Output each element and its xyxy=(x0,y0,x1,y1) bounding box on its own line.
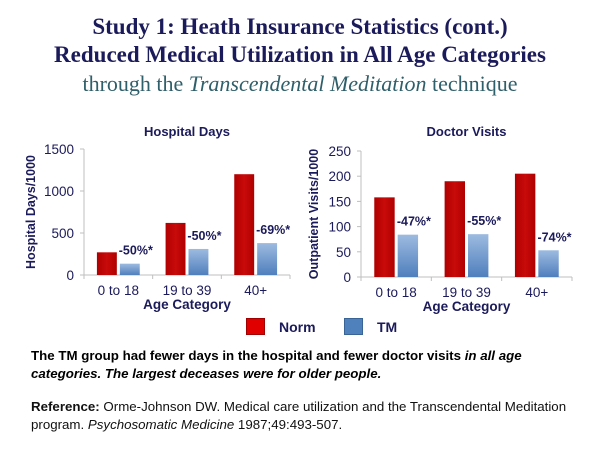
bar-tm xyxy=(538,250,559,277)
bar-tm xyxy=(468,234,489,277)
x-tick-label: 40+ xyxy=(244,283,267,298)
reference-journal: Psychosomatic Medicine xyxy=(87,417,235,432)
x-tick-label: 0 to 18 xyxy=(376,285,417,300)
summary-plain: The TM group had fewer days in the hospi… xyxy=(31,348,465,363)
y-tick-label: 0 xyxy=(66,268,74,283)
y-axis-label: Hospital Days/1000 xyxy=(24,155,38,269)
bar-norm xyxy=(234,174,255,275)
subtitle: through the Transcendental Meditation te… xyxy=(0,71,600,97)
subtitle-italic: Transcendental Meditation xyxy=(188,71,427,96)
bar-norm xyxy=(514,173,536,277)
bar-annotation: -47%* xyxy=(397,215,431,229)
x-axis-label: Age Category xyxy=(143,297,231,312)
bar-norm xyxy=(444,181,465,277)
chart-title: Doctor Visits xyxy=(427,124,507,139)
y-tick-label: 500 xyxy=(51,226,74,241)
y-tick-label: 150 xyxy=(328,194,351,209)
bar-annotation: -69%* xyxy=(256,223,290,237)
y-tick-label: 100 xyxy=(328,220,351,235)
subtitle-pre: through the xyxy=(82,71,189,96)
y-tick-label: 250 xyxy=(328,144,351,159)
legend-item-tm: TM xyxy=(344,318,397,335)
y-tick-label: 50 xyxy=(336,245,351,260)
y-tick-label: 0 xyxy=(343,270,351,285)
legend-swatch-norm xyxy=(246,318,265,335)
bar-norm xyxy=(165,222,186,275)
legend-item-norm: Norm xyxy=(246,318,316,335)
subtitle-post: technique xyxy=(426,71,518,96)
summary-text: The TM group had fewer days in the hospi… xyxy=(31,347,571,383)
legend-swatch-tm xyxy=(344,318,363,335)
x-axis-label: Age Category xyxy=(423,299,511,314)
legend-label-norm: Norm xyxy=(279,318,316,335)
x-tick-label: 19 to 39 xyxy=(163,283,212,298)
bar-tm xyxy=(397,234,419,277)
reference-text-post: 1987;49:493-507. xyxy=(234,417,343,432)
hospital-days-chart: 0 500 1000 1500 0 to 18 -50%* 19 to 39 -50%* 40+… xyxy=(24,124,291,312)
title-line-2: Reduced Medical Utilization in All Age C… xyxy=(54,42,546,67)
title-line-1: Study 1: Heath Insurance Statistics (con… xyxy=(92,14,508,39)
reference-text-pre: Orme-Johnson DW. Medical care utilizatio… xyxy=(31,399,567,432)
reference: Reference: Orme-Johnson DW. Medical care… xyxy=(31,398,571,434)
y-tick-label: 200 xyxy=(328,169,351,184)
bar-tm xyxy=(257,243,278,275)
reference-label: Reference: xyxy=(31,399,100,414)
x-tick-label: 19 to 39 xyxy=(442,285,491,300)
bar-tm xyxy=(188,248,209,275)
x-tick-label: 0 to 18 xyxy=(98,283,139,298)
y-axis-label: Outpatient Visits/1000 xyxy=(307,149,321,279)
bar-annotation: -55%* xyxy=(467,214,501,228)
bar-annotation: -50%* xyxy=(187,229,221,243)
bar-annotation: -74%* xyxy=(538,230,572,244)
bar-norm xyxy=(374,197,395,277)
legend-label-tm: TM xyxy=(377,318,398,335)
bar-annotation: -50%* xyxy=(119,244,153,258)
chart-title: Hospital Days xyxy=(144,124,230,139)
bar-tm xyxy=(119,263,140,275)
x-tick-label: 40+ xyxy=(525,285,548,300)
summary-italic: in all age categories. The largest decea… xyxy=(31,348,522,381)
doctor-visits-chart: 0 50 100 150 200 250 0 to 18 -47%* 19 to 39 -55%*… xyxy=(307,124,573,314)
y-tick-label: 1000 xyxy=(44,184,74,199)
bar-norm xyxy=(96,252,117,275)
y-tick-label: 1500 xyxy=(44,142,74,157)
